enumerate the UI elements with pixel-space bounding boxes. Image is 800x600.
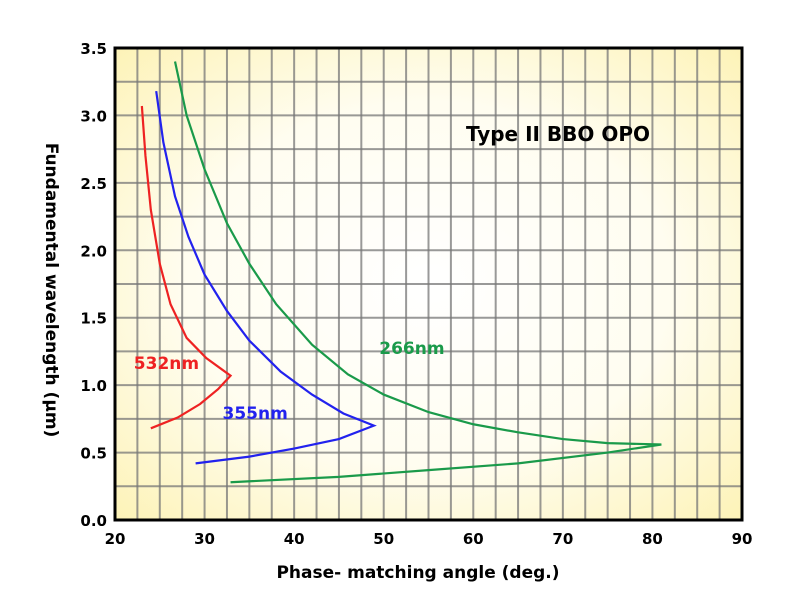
x-axis-label: Phase- matching angle (deg.) bbox=[276, 563, 559, 583]
y-tick-label: 2.5 bbox=[80, 175, 107, 193]
x-tick-label: 60 bbox=[463, 530, 484, 548]
series-line-355nm bbox=[155, 91, 377, 465]
y-axis-label: Fundamental wavelength (μm) bbox=[41, 143, 61, 438]
x-ticks: 20 30 40 50 60 70 80 90 bbox=[105, 530, 753, 548]
series-label-266nm: 266nm bbox=[379, 339, 444, 359]
series-label-355nm: 355nm bbox=[222, 404, 287, 424]
chart-title: Type II BBO OPO bbox=[466, 122, 650, 146]
plot-frame bbox=[113, 46, 744, 522]
y-tick-label: 3.0 bbox=[80, 107, 107, 125]
x-tick-label: 20 bbox=[105, 530, 126, 548]
grid bbox=[115, 48, 742, 520]
x-tick-label: 30 bbox=[194, 530, 215, 548]
y-tick-label: 0.5 bbox=[80, 445, 107, 463]
y-tick-label: 3.5 bbox=[80, 40, 107, 58]
y-tick-label: 1.0 bbox=[80, 377, 107, 395]
y-ticks: 0.0 0.5 1.0 1.5 2.0 2.5 3.0 3.5 bbox=[80, 40, 107, 530]
series-group bbox=[140, 61, 662, 484]
x-tick-label: 80 bbox=[642, 530, 663, 548]
y-tick-label: 1.5 bbox=[80, 310, 107, 328]
x-tick-label: 50 bbox=[373, 530, 394, 548]
x-tick-label: 90 bbox=[732, 530, 753, 548]
x-tick-label: 40 bbox=[284, 530, 305, 548]
y-tick-label: 0.0 bbox=[80, 512, 107, 530]
series-line-266nm bbox=[173, 61, 662, 484]
y-tick-label: 2.0 bbox=[80, 242, 107, 260]
x-tick-label: 70 bbox=[552, 530, 573, 548]
series-label-532nm: 532nm bbox=[134, 354, 199, 374]
annotations: 532nm 355nm 266nm bbox=[134, 339, 445, 424]
series-line-532nm bbox=[140, 105, 233, 430]
